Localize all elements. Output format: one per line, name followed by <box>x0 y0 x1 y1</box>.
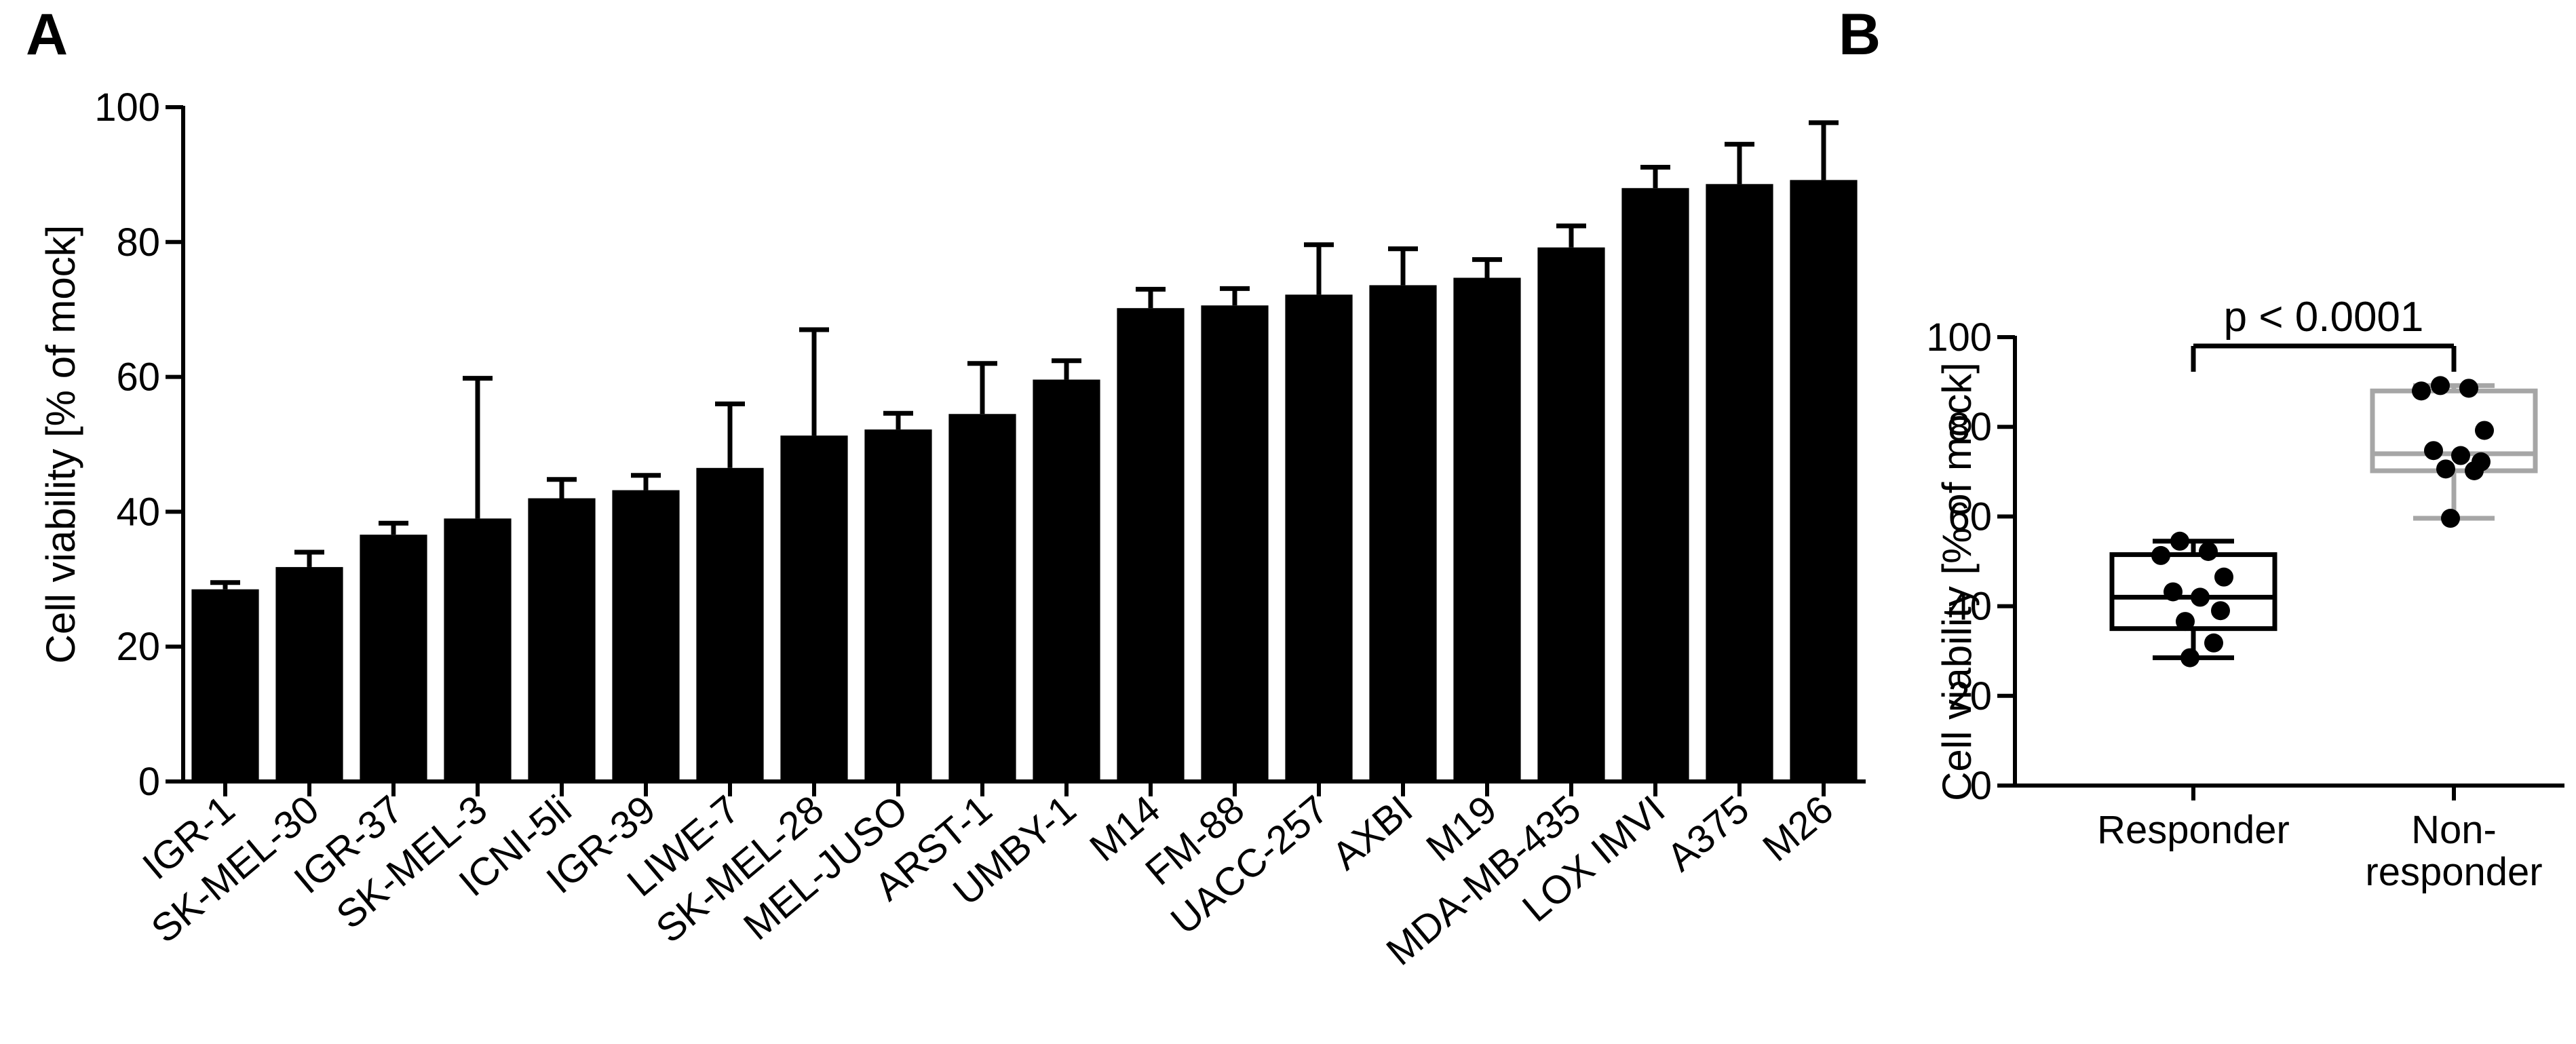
y-tick-label: 60 <box>1948 495 1992 539</box>
data-point <box>2436 459 2455 479</box>
y-tick-label: 100 <box>94 85 160 130</box>
bar <box>528 498 596 781</box>
bar <box>1537 247 1605 781</box>
y-tick-label: 0 <box>138 760 160 804</box>
category-label: Non- <box>2411 808 2497 852</box>
y-tick-label: 100 <box>1926 315 1992 360</box>
bar <box>191 589 259 781</box>
data-point <box>2451 446 2470 465</box>
data-point <box>2441 509 2460 528</box>
data-point <box>2191 587 2210 607</box>
data-point <box>2475 421 2494 440</box>
y-tick-label: 40 <box>1948 585 1992 629</box>
bar <box>1285 294 1353 781</box>
data-point <box>2412 381 2431 401</box>
category-label: AXBI <box>1324 787 1421 878</box>
bar <box>864 429 932 781</box>
y-tick-label: 80 <box>1948 405 1992 449</box>
y-tick-label: 20 <box>1948 674 1992 718</box>
data-point <box>2214 567 2233 587</box>
data-point <box>2204 633 2223 653</box>
panel-label-b: B <box>1839 2 1881 67</box>
bar <box>780 436 848 781</box>
y-axis-title: Cell viability [% of mock] <box>38 225 83 664</box>
data-point <box>2424 441 2443 461</box>
y-tick-label: 60 <box>116 355 160 400</box>
bar <box>948 414 1016 781</box>
bar <box>1621 188 1689 781</box>
category-label: responder <box>2365 850 2542 894</box>
bar <box>696 467 764 781</box>
data-point <box>2176 612 2195 632</box>
bar <box>1790 180 1858 781</box>
y-axis-title: Cell viability [% of mock] <box>1934 362 1980 801</box>
y-tick-label: 40 <box>116 490 160 534</box>
y-tick-label: 20 <box>116 625 160 669</box>
category-label: A375 <box>1659 787 1758 880</box>
data-point <box>2170 531 2189 551</box>
data-point <box>2151 545 2170 565</box>
category-label: Responder <box>2097 808 2290 852</box>
data-point <box>2180 648 2199 668</box>
bar <box>1369 285 1437 781</box>
panel-label-a: A <box>26 2 68 67</box>
bar <box>1117 308 1185 781</box>
bar <box>1453 277 1521 781</box>
data-point <box>2465 461 2484 480</box>
data-point <box>2164 582 2183 602</box>
data-point <box>2431 376 2450 395</box>
bar <box>275 566 343 781</box>
data-point <box>2211 601 2230 621</box>
bar <box>360 535 427 781</box>
data-point <box>2459 379 2478 398</box>
y-tick-label: 0 <box>1970 764 1992 808</box>
significance-label: p < 0.0001 <box>2224 294 2424 341</box>
bar <box>444 518 512 781</box>
y-tick-label: 80 <box>116 220 160 265</box>
box <box>2109 552 2277 632</box>
bar <box>1033 379 1100 781</box>
category-label: M26 <box>1754 787 1841 870</box>
bar <box>1706 184 1773 781</box>
bar <box>612 490 680 781</box>
data-point <box>2199 541 2218 561</box>
bar <box>1201 305 1269 782</box>
